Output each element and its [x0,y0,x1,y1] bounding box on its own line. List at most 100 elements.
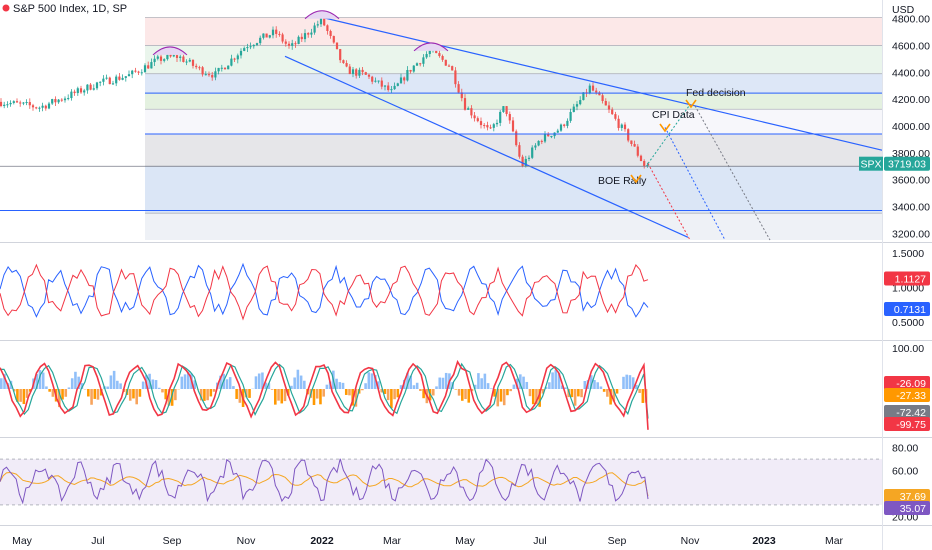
osc2-hist-bar [319,389,322,405]
candle-body [547,133,550,137]
osc2-hist-bar [277,389,280,401]
osc2-hist-bar [483,373,487,389]
annotation-label: BOE Rally [598,175,647,187]
osc1-tick-label: 1.5000 [892,248,924,260]
osc2-hist-bar [141,381,145,389]
candle-body [559,124,563,131]
time-scale[interactable]: May Jul Sep Nov 2022 Mar May Jul Sep Nov 2023 Mar [12,535,843,547]
candle-body [249,46,252,48]
osc2-hist-bar [203,389,206,401]
candle-body [124,76,127,78]
candle-body [153,58,156,63]
osc2-hist-bar [390,389,393,409]
osc2-hist-bar [399,385,403,389]
candle-body [83,90,86,93]
channel-lower-line [284,55,689,238]
candle-body [339,49,342,61]
osc2-hist-bar [225,379,229,389]
candle-body [140,72,143,74]
osc2-hist-bar [551,372,554,389]
candle-body [95,82,99,89]
candle-body [380,80,383,87]
candle-body [470,108,473,116]
candle-body [275,29,278,34]
candle-body [227,65,230,70]
candle-body [28,102,31,106]
candle-body [3,104,6,107]
osc2-tag-bg [884,376,930,390]
candle-body [89,84,92,90]
osc2-hist-bar [299,375,303,389]
osc2-hist-bar [415,382,419,389]
candle-body [483,125,486,127]
osc2-hist-bar [183,374,187,389]
osc2-hist-bar [286,389,290,396]
candle-body [633,143,636,147]
osc2-hist-bar [638,389,641,393]
osc2-hist-bar [499,389,503,402]
candle-body [492,124,495,128]
osc2-hist-bar [354,389,358,407]
osc2-hist-bar [77,376,80,389]
candle-body [54,99,57,103]
osc2-hist-bar [457,389,461,396]
osc2-hist-bar [496,389,500,407]
osc2-hist-bar [232,386,235,389]
osc2-hist-bar [22,389,26,405]
candle-body [220,67,223,69]
osc2-hist-bar [625,374,629,389]
candle-body [265,33,268,38]
price-last-tag-bg [884,156,930,171]
osc2-hist-bar [151,379,155,389]
symbol-icon [2,4,10,12]
candle-body [31,105,35,108]
candle-body [409,70,412,72]
candle-body [329,31,332,37]
osc2-hist-bar [174,389,177,401]
osc2-hist-bar [602,389,606,392]
candle-body [166,54,169,60]
osc2-hist-bar [41,372,45,389]
osc2-tag-bg [884,405,930,419]
candle-body [278,33,281,35]
candle-body [70,91,73,99]
projection-grey [694,105,771,241]
osc2-hist-bar [164,389,167,400]
candle-body [57,99,60,103]
osc2-hist-bar [264,382,267,389]
time-label: 2022 [310,535,334,547]
osc2-hist-bar [344,389,348,395]
candle-body [137,71,140,73]
candle-body [543,133,547,142]
osc2-hist-bar [228,377,232,389]
price-scale[interactable]: 4800.004600.004400.004200.004000.003800.… [892,14,930,241]
candle-body [63,98,67,101]
arrow-down-icon [659,123,671,133]
osc2-hist-bar [206,389,209,401]
osc2-hist-bar [464,389,467,399]
candle-body [259,37,262,44]
osc2-hist-bar [296,369,300,389]
rsi-series [0,458,649,505]
osc2-hist-bar [87,389,90,397]
osc2-hist-bar [109,375,113,389]
osc2-tag: -99.75 [896,419,926,431]
candle-body [143,65,147,73]
candle-body [313,25,316,33]
symbol-tag: SPX [860,159,881,171]
candle-body [323,17,326,26]
osc2-hist-bar [554,369,558,389]
price-tick-label: 4400.00 [892,67,930,79]
osc2-hist-bar [612,389,616,402]
osc2-hist-bar [283,389,287,402]
candle-body [271,29,275,36]
candle-body [447,65,451,67]
osc2-hist-bar [116,380,119,389]
candle-body [297,36,300,44]
osc2-hist-bar [386,389,390,401]
osc2-hist-bar [280,389,284,404]
rsi-tag-bg [884,501,930,515]
time-label: Mar [383,535,402,547]
